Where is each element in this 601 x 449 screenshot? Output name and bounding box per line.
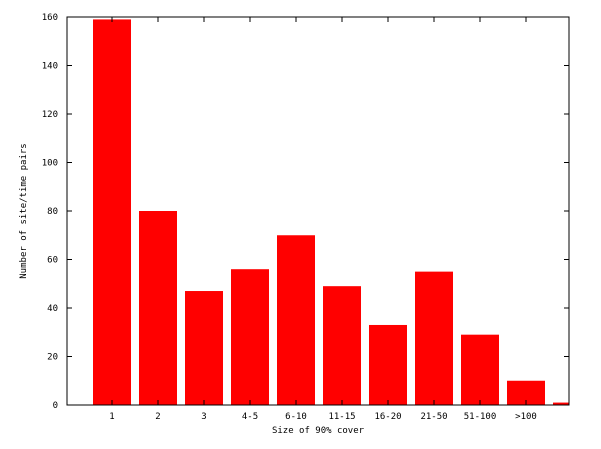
y-tick-label: 40	[47, 304, 58, 314]
bar-2	[139, 211, 177, 405]
bar-extra	[553, 402, 569, 405]
x-tick-label: 2	[155, 412, 160, 422]
x-tick-label: >100	[515, 412, 537, 422]
x-tick-label: 1	[109, 412, 114, 422]
y-axis-label: Number of site/time pairs	[19, 143, 29, 278]
y-tick-label: 160	[42, 13, 58, 23]
bars-layer	[93, 19, 569, 406]
bar-6-10	[277, 235, 315, 405]
x-tick-label: 51-100	[464, 412, 497, 422]
x-axis-label: Size of 90% cover	[272, 426, 365, 436]
bar-1	[93, 19, 131, 406]
x-tick-label: 6-10	[285, 412, 307, 422]
y-tick-label: 120	[42, 110, 58, 120]
y-tick-label: 0	[53, 401, 58, 411]
bar-51-100	[461, 334, 499, 405]
x-tick-label: 3	[201, 412, 206, 422]
y-tick-label: 100	[42, 159, 58, 169]
y-tick-label: 60	[47, 256, 58, 266]
bar-4-5	[231, 269, 269, 405]
bar-11-15	[323, 286, 361, 405]
x-tick-label: 4-5	[242, 412, 258, 422]
ticks-layer: 1 2 3 4-5 6-10 11-15 16-20 21-50 51-100 >100 0 20 40…	[42, 13, 569, 422]
y-tick-label: 80	[47, 207, 58, 217]
y-tick-label: 140	[42, 62, 58, 72]
x-tick-label: 21-50	[420, 412, 447, 422]
x-tick-label: 16-20	[374, 412, 401, 422]
x-tick-label: 11-15	[328, 412, 355, 422]
bar-3	[185, 291, 223, 405]
bar-16-20	[369, 324, 407, 405]
y-tick-label: 20	[47, 353, 58, 363]
bar-21-50	[415, 271, 453, 405]
